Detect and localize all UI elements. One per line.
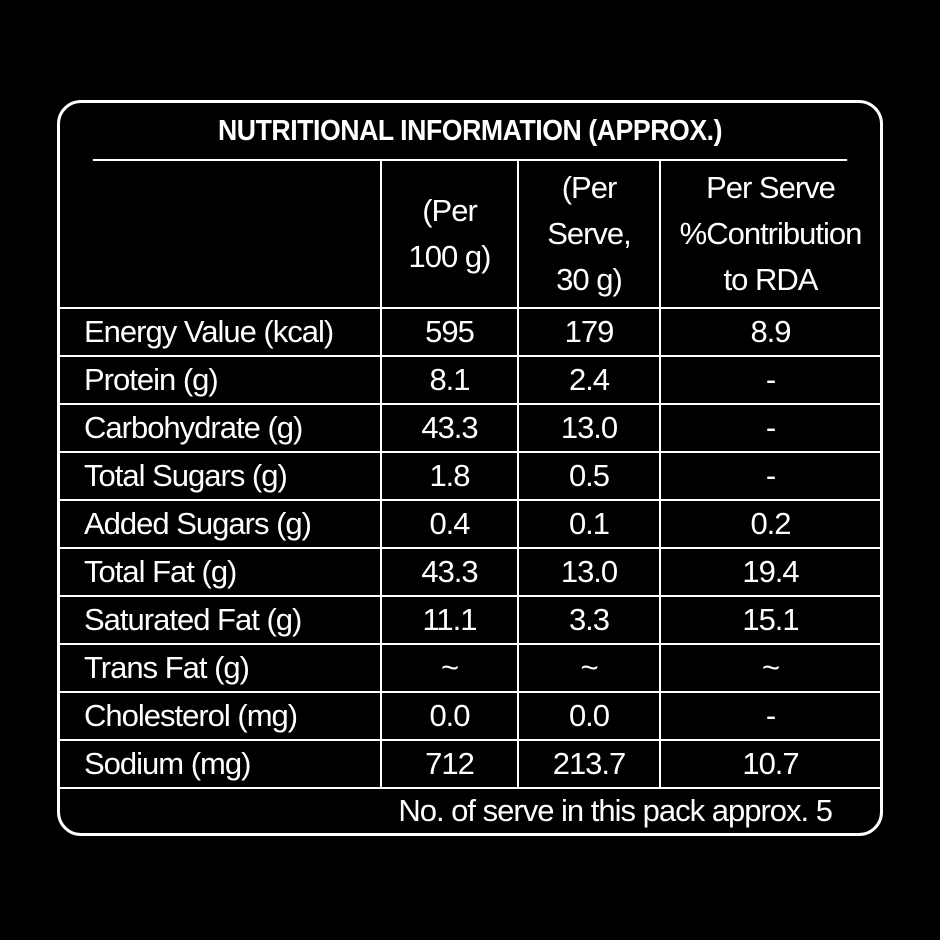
value-rda: 8.9 [659,307,880,357]
value-per-serve: 0.0 [517,691,661,741]
value-rda: 15.1 [659,595,880,645]
header-per-serve-line: Serve, [547,216,632,251]
value-per-serve: 0.5 [517,451,661,501]
nutrient-name: Energy Value (kcal) [60,307,382,357]
nutrient-name: Carbohydrate (g) [60,403,382,453]
value-per-100g: 595 [380,307,519,357]
nutrient-name: Sodium (mg) [60,739,382,787]
header-per-serve-line: 30 g) [556,262,623,297]
table-row: Saturated Fat (g) 11.1 3.3 15.1 [60,595,880,645]
value-per-100g: ~ [380,643,519,693]
value-rda: - [659,355,880,405]
header-rda: Per Serve %Contribution to RDA [659,161,880,309]
header-per-serve-line: (Per [561,170,618,205]
header-per-100g-line: 100 g) [408,239,492,274]
table-row: Cholesterol (mg) 0.0 0.0 - [60,691,880,741]
nutrient-name: Protein (g) [60,355,382,405]
nutrient-name: Cholesterol (mg) [60,691,382,741]
header-nutrient [60,161,382,309]
table-row: Added Sugars (g) 0.4 0.1 0.2 [60,499,880,549]
table-row: Total Fat (g) 43.3 13.0 19.4 [60,547,880,597]
header-rda-line: Per Serve [706,170,836,205]
nutrient-name: Saturated Fat (g) [60,595,382,645]
nutrition-table: (Per 100 g) (Per Serve, 30 g) Per Serve … [60,161,880,787]
value-per-100g: 0.0 [380,691,519,741]
serves-note: No. of serve in this pack approx. 5 [60,787,880,833]
header-rda-line: %Contribution [679,216,863,251]
value-per-100g: 0.4 [380,499,519,549]
value-per-serve: 179 [517,307,661,357]
value-per-100g: 8.1 [380,355,519,405]
value-rda: 0.2 [659,499,880,549]
table-row: Sodium (mg) 712 213.7 10.7 [60,739,880,787]
table-row: Energy Value (kcal) 595 179 8.9 [60,307,880,357]
value-per-100g: 11.1 [380,595,519,645]
nutrient-name: Trans Fat (g) [60,643,382,693]
table-row: Protein (g) 8.1 2.4 - [60,355,880,405]
value-per-100g: 43.3 [380,547,519,597]
value-per-100g: 43.3 [380,403,519,453]
table-row: Total Sugars (g) 1.8 0.5 - [60,451,880,501]
header-per-100g: (Per 100 g) [380,161,519,309]
nutrient-name: Added Sugars (g) [60,499,382,549]
value-rda: - [659,691,880,741]
value-per-serve: 3.3 [517,595,661,645]
header-row: (Per 100 g) (Per Serve, 30 g) Per Serve … [60,161,880,309]
value-per-serve: ~ [517,643,661,693]
table-row: Trans Fat (g) ~ ~ ~ [60,643,880,693]
header-per-100g-line: (Per [422,193,478,228]
nutrient-name: Total Sugars (g) [60,451,382,501]
value-per-100g: 1.8 [380,451,519,501]
value-per-100g: 712 [380,739,519,787]
value-rda: ~ [659,643,880,693]
value-rda: 10.7 [659,739,880,787]
header-per-serve: (Per Serve, 30 g) [517,161,661,309]
nutrition-panel: NUTRITIONAL INFORMATION (APPROX.) (Per 1… [57,100,883,836]
table-row: Carbohydrate (g) 43.3 13.0 - [60,403,880,453]
header-rda-line: to RDA [723,262,819,297]
value-per-serve: 13.0 [517,403,661,453]
value-per-serve: 213.7 [517,739,661,787]
panel-title: NUTRITIONAL INFORMATION (APPROX.) [92,103,848,161]
value-per-serve: 2.4 [517,355,661,405]
value-per-serve: 0.1 [517,499,661,549]
value-per-serve: 13.0 [517,547,661,597]
value-rda: - [659,451,880,501]
nutrient-name: Total Fat (g) [60,547,382,597]
value-rda: - [659,403,880,453]
value-rda: 19.4 [659,547,880,597]
